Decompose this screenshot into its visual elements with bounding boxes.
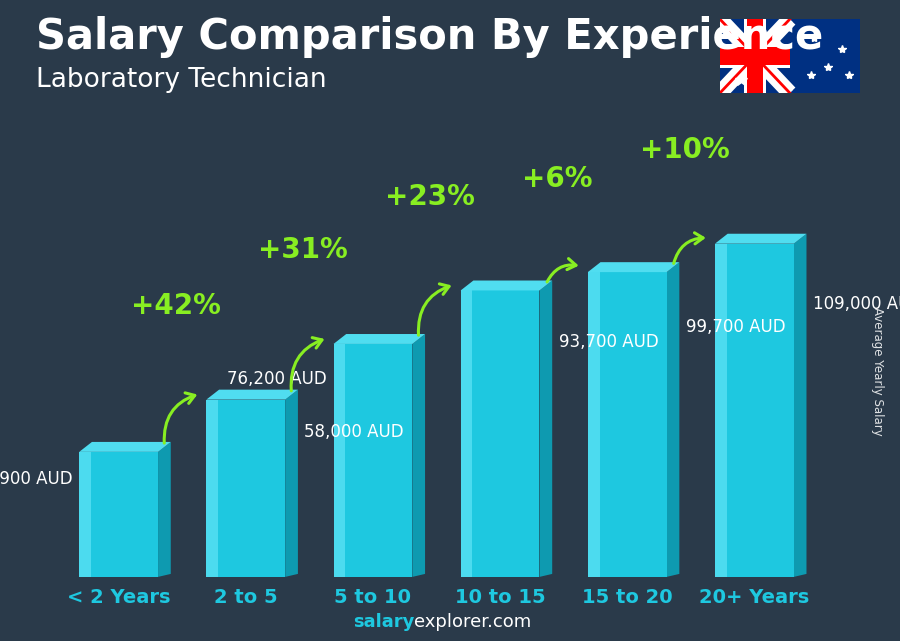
Polygon shape (79, 452, 91, 577)
Polygon shape (588, 262, 680, 272)
Polygon shape (715, 234, 806, 244)
Polygon shape (334, 344, 346, 577)
Text: +31%: +31% (258, 237, 348, 265)
Polygon shape (285, 390, 298, 577)
Polygon shape (715, 244, 794, 577)
Text: +23%: +23% (385, 183, 475, 211)
Polygon shape (794, 234, 806, 577)
Bar (720, 47, 790, 65)
Bar (743, 19, 766, 93)
Text: +6%: +6% (522, 165, 592, 193)
Polygon shape (206, 399, 285, 577)
Polygon shape (79, 452, 158, 577)
Polygon shape (412, 334, 425, 577)
Text: 109,000 AUD: 109,000 AUD (813, 295, 900, 313)
Polygon shape (461, 290, 539, 577)
Bar (720, 47, 790, 65)
Polygon shape (667, 262, 680, 577)
Text: Salary Comparison By Experience: Salary Comparison By Experience (36, 16, 824, 58)
Polygon shape (461, 281, 553, 290)
Text: Laboratory Technician: Laboratory Technician (36, 67, 327, 94)
Polygon shape (461, 290, 472, 577)
Polygon shape (539, 281, 553, 577)
Text: +42%: +42% (130, 292, 220, 320)
Polygon shape (158, 442, 171, 577)
FancyBboxPatch shape (718, 18, 861, 94)
Text: Average Yearly Salary: Average Yearly Salary (871, 308, 884, 436)
Text: 58,000 AUD: 58,000 AUD (304, 422, 404, 440)
Polygon shape (588, 272, 599, 577)
Text: 93,700 AUD: 93,700 AUD (559, 333, 658, 351)
Text: 40,900 AUD: 40,900 AUD (0, 470, 73, 488)
Polygon shape (715, 244, 727, 577)
Bar (720, 44, 790, 68)
Text: 99,700 AUD: 99,700 AUD (686, 318, 786, 336)
Polygon shape (334, 344, 412, 577)
Bar (746, 19, 763, 93)
Polygon shape (206, 399, 218, 577)
Polygon shape (206, 390, 298, 399)
Text: +10%: +10% (640, 136, 729, 164)
Polygon shape (79, 442, 171, 452)
Text: 76,200 AUD: 76,200 AUD (228, 370, 328, 388)
Bar (746, 19, 763, 93)
Text: salary: salary (353, 613, 414, 631)
Text: explorer.com: explorer.com (414, 613, 531, 631)
Polygon shape (588, 272, 667, 577)
Polygon shape (334, 334, 425, 344)
